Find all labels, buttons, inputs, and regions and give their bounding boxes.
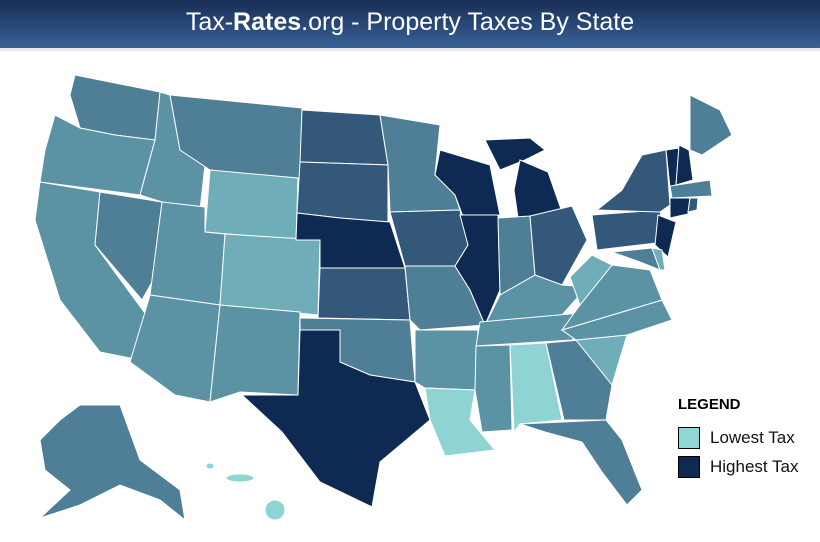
state-hi[interactable] bbox=[264, 499, 286, 521]
state-mi[interactable] bbox=[484, 137, 546, 171]
title-bold: Rates bbox=[233, 8, 302, 36]
title-prefix: Tax- bbox=[185, 8, 234, 36]
state-ri[interactable] bbox=[687, 197, 699, 213]
legend-swatch-lowest bbox=[678, 426, 700, 449]
state-wv[interactable] bbox=[569, 254, 613, 307]
state-tx[interactable] bbox=[240, 329, 431, 508]
state-hi-kauai[interactable] bbox=[205, 462, 215, 470]
legend-label-highest: Highest Tax bbox=[710, 456, 799, 476]
state-mi-lower[interactable] bbox=[513, 159, 563, 219]
state-nh[interactable] bbox=[675, 144, 694, 186]
page-title: Tax-Rates.org - Property Taxes By State bbox=[0, 8, 820, 37]
state-nv[interactable] bbox=[94, 191, 163, 301]
legend-title: LEGEND bbox=[678, 396, 741, 413]
state-wy[interactable] bbox=[204, 169, 299, 241]
legend-item-lowest: Lowest Tax bbox=[678, 423, 799, 452]
state-ma[interactable] bbox=[669, 179, 713, 199]
state-de[interactable] bbox=[651, 247, 666, 271]
state-tn[interactable] bbox=[475, 311, 594, 347]
legend: LEGEND Lowest Tax Highest Tax bbox=[678, 396, 799, 481]
state-fl[interactable] bbox=[519, 419, 643, 506]
state-ak[interactable] bbox=[39, 404, 186, 522]
state-nj[interactable] bbox=[654, 214, 677, 258]
state-al[interactable] bbox=[509, 342, 563, 434]
us-map bbox=[34, 74, 733, 522]
state-ny[interactable] bbox=[595, 149, 671, 213]
state-oh[interactable] bbox=[529, 205, 588, 286]
state-hi-islands[interactable] bbox=[225, 473, 255, 483]
state-co[interactable] bbox=[219, 233, 321, 316]
state-ms[interactable] bbox=[474, 344, 513, 433]
state-ar[interactable] bbox=[414, 329, 479, 391]
state-nm[interactable] bbox=[209, 304, 301, 403]
state-ga[interactable] bbox=[545, 339, 613, 421]
legend-label-lowest: Lowest Tax bbox=[710, 427, 795, 447]
state-sd[interactable] bbox=[296, 161, 389, 223]
state-ks[interactable] bbox=[317, 267, 411, 321]
state-pa[interactable] bbox=[591, 209, 666, 251]
state-me[interactable] bbox=[689, 94, 733, 156]
state-ct[interactable] bbox=[669, 197, 691, 219]
legend-swatch-highest bbox=[678, 455, 700, 478]
title-suffix: .org - Property Taxes By State bbox=[301, 8, 635, 36]
legend-item-highest: Highest Tax bbox=[678, 452, 799, 481]
page-header: Tax-Rates.org - Property Taxes By State bbox=[0, 0, 820, 51]
state-nd[interactable] bbox=[299, 109, 389, 166]
